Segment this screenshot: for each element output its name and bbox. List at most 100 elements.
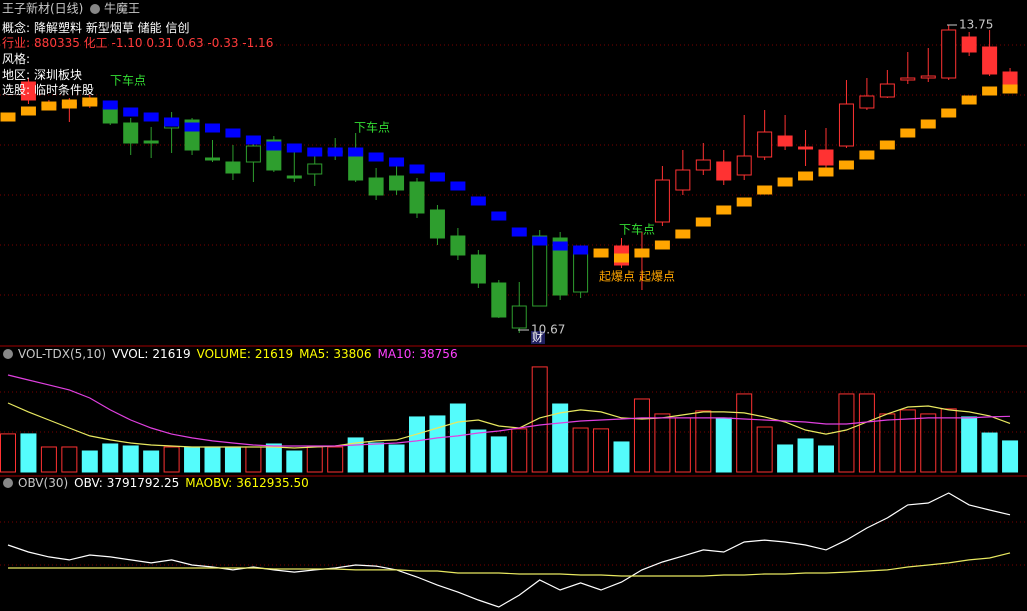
menu-icon[interactable]	[3, 478, 13, 488]
volume-bar	[756, 426, 773, 473]
stop-marker	[838, 160, 854, 170]
legend-label: OBV:	[74, 476, 103, 490]
volume-bar	[920, 413, 937, 473]
stop-marker	[798, 171, 814, 181]
exit-annotation: 下车点	[354, 120, 390, 135]
menu-icon[interactable]	[3, 349, 13, 359]
candle-body	[102, 107, 118, 124]
legend-label: MAOBV:	[185, 476, 232, 490]
stop-marker	[307, 147, 323, 157]
stop-marker	[900, 128, 916, 138]
candle-body	[409, 181, 425, 214]
volume-bar	[265, 443, 282, 473]
stock-title: 王子新材(日线)	[2, 1, 83, 16]
info-label: 风格:	[2, 51, 30, 66]
volume-bar	[81, 450, 98, 473]
candle-body	[450, 235, 466, 256]
volume-bar	[777, 444, 794, 473]
stop-marker	[593, 248, 609, 258]
volume-bar	[613, 441, 630, 473]
stop-marker	[634, 248, 650, 258]
volume-bar	[715, 417, 732, 473]
candle-body	[532, 235, 548, 307]
info-line: 行业: 880335 化工 -1.10 0.31 0.63 -0.33 -1.16	[2, 36, 273, 50]
candle-body	[859, 95, 875, 109]
volume-bar	[572, 427, 589, 473]
stop-marker	[654, 240, 670, 250]
series-line	[7, 402, 1011, 449]
candle-body	[982, 46, 998, 75]
candle-body	[838, 103, 854, 147]
volume-bar	[368, 442, 385, 473]
info-line: 概念: 降解塑料 新型烟草 储能 信创	[2, 20, 190, 35]
candle-body	[368, 177, 384, 196]
candle-body	[920, 75, 936, 79]
volume-bar	[40, 446, 57, 473]
stop-marker	[164, 117, 180, 127]
candle-body	[20, 81, 36, 101]
stop-marker	[573, 245, 589, 255]
stop-marker	[879, 140, 895, 150]
volume-bar	[633, 398, 650, 473]
stop-marker	[818, 167, 834, 177]
volume-bar	[470, 429, 487, 473]
volume-bar	[858, 393, 875, 473]
candle-body	[511, 305, 527, 329]
stop-marker	[470, 196, 486, 206]
low-label: 10.67	[531, 323, 565, 337]
readout-value: 21619	[152, 347, 190, 361]
stop-marker	[1002, 84, 1018, 94]
stop-marker	[450, 181, 466, 191]
menu-icon[interactable]	[90, 4, 100, 14]
stop-marker	[491, 211, 507, 221]
stop-marker	[245, 135, 261, 145]
volume-bar	[899, 409, 916, 473]
volume-bar	[163, 446, 180, 473]
candle-body	[389, 175, 405, 191]
stop-marker	[961, 95, 977, 105]
readout-value: 33806	[333, 347, 371, 361]
candle-body	[307, 163, 323, 175]
volume-bar	[552, 403, 569, 473]
volume-bar	[981, 432, 998, 473]
volume-bar	[1002, 440, 1019, 473]
readout-value: 38756	[419, 347, 457, 361]
stop-marker	[777, 177, 793, 187]
candle-body	[225, 161, 241, 174]
indicator-name: 牛魔王	[104, 1, 140, 16]
volume-bar	[306, 446, 323, 473]
stop-marker	[532, 236, 548, 246]
finance-badge[interactable]	[531, 331, 545, 344]
candle-body	[205, 157, 220, 161]
candle-body	[573, 253, 589, 293]
volume-bar	[122, 445, 139, 473]
candle-body	[491, 282, 507, 318]
candle-body	[552, 237, 568, 296]
stop-marker	[143, 112, 159, 122]
info-line: 选股: 临时条件股	[2, 83, 94, 97]
volume-bar	[511, 428, 528, 473]
volume-bar	[879, 413, 896, 473]
stop-marker	[61, 99, 77, 109]
info-label: 选股:	[2, 83, 30, 97]
readout-label: VOLUME:	[197, 347, 251, 361]
stop-marker	[286, 143, 302, 153]
volume-bar	[490, 436, 507, 473]
legend-label: MA10:	[378, 347, 416, 361]
stop-marker	[225, 128, 241, 138]
candle-body	[900, 77, 916, 81]
candle-body	[286, 175, 302, 179]
stop-marker	[757, 185, 773, 195]
volume-bar	[61, 446, 78, 473]
volume-bar	[245, 446, 262, 473]
volume-bar	[838, 393, 855, 473]
candle-body	[879, 83, 895, 98]
volume-bar	[327, 446, 344, 473]
volume-bar	[224, 446, 241, 473]
stop-marker	[20, 106, 36, 116]
volume-bar	[429, 415, 446, 473]
stop-marker	[82, 97, 98, 107]
info-text: 深圳板块	[34, 68, 82, 82]
stop-marker	[368, 152, 384, 162]
